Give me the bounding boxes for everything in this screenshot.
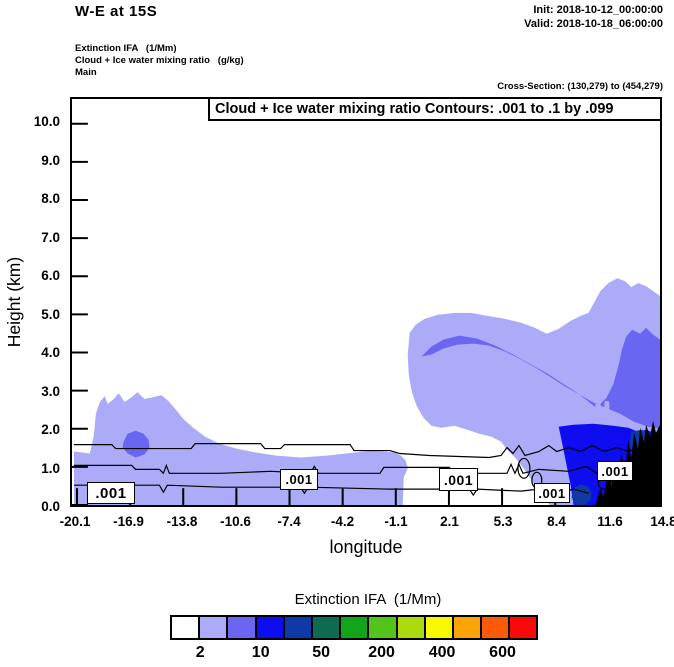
x-tick-label: 2.1 bbox=[440, 514, 459, 529]
cloud-blob-med-west bbox=[122, 430, 150, 458]
colorbar-cell bbox=[451, 615, 483, 640]
x-tick-label: 11.6 bbox=[597, 514, 623, 529]
cloud-hole-light-1 bbox=[595, 402, 601, 415]
colorbar-cell bbox=[282, 615, 313, 640]
field-extinction: Extinction IFA (1/Mm) bbox=[75, 43, 177, 54]
x-tick-label: -4.2 bbox=[330, 514, 355, 529]
init-time: Init: 2018-10-12_00:00:00 bbox=[533, 4, 663, 16]
axis-ticks bbox=[72, 122, 610, 505]
y-tick-label: 9.0 bbox=[41, 152, 60, 168]
y-tick-label: 8.0 bbox=[41, 191, 60, 206]
colorbar bbox=[170, 615, 539, 640]
x-tick-label: -10.6 bbox=[220, 514, 251, 529]
y-tick-label: 0.0 bbox=[41, 499, 60, 514]
y-tick-label: 6.0 bbox=[41, 268, 60, 283]
page-title: W-E at 15S bbox=[75, 3, 158, 20]
x-tick-label: -20.1 bbox=[59, 514, 91, 529]
colorbar-tick-label: 2 bbox=[195, 644, 205, 661]
contour-label: .001 bbox=[87, 482, 135, 504]
colorbar-cell bbox=[198, 615, 229, 640]
colorbar-cell bbox=[423, 615, 454, 640]
x-tick-label: -1.1 bbox=[384, 514, 408, 529]
colorbar-tick-label: 600 bbox=[489, 644, 516, 661]
x-tick-label: 14.8 bbox=[650, 514, 674, 529]
colorbar-cell bbox=[395, 615, 426, 640]
colorbar-cell bbox=[310, 615, 342, 640]
contour-label: .001 bbox=[280, 469, 318, 490]
y-tick-label: 10.0 bbox=[33, 114, 60, 129]
cloud-hole-light-2 bbox=[604, 401, 610, 413]
colorbar-cell bbox=[480, 615, 511, 640]
valid-time: Valid: 2018-10-18_06:00:00 bbox=[524, 18, 663, 31]
field-list: Extinction IFA (1/Mm) Cloud + Ice water … bbox=[75, 43, 244, 79]
colorbar-cell bbox=[226, 615, 257, 640]
y-tick-label: 3.0 bbox=[41, 383, 60, 399]
x-tick-label: -16.9 bbox=[113, 514, 144, 529]
colorbar-cell bbox=[170, 615, 201, 640]
y-tick-label: 1.0 bbox=[41, 460, 60, 476]
contour-label: .001 bbox=[534, 483, 570, 503]
colorbar-cell bbox=[367, 615, 398, 640]
y-tick-label: 4.0 bbox=[41, 345, 60, 360]
contour-line-1 bbox=[73, 443, 659, 459]
y-tick-label: 7.0 bbox=[41, 229, 60, 245]
contour-loop-1 bbox=[517, 457, 531, 479]
colorbar-cell bbox=[254, 615, 285, 640]
y-tick-label: 2.0 bbox=[41, 422, 60, 437]
colorbar-tick-label: 10 bbox=[251, 644, 270, 661]
colorbar-cell bbox=[339, 615, 370, 640]
cloud-band-med-east bbox=[421, 327, 660, 429]
x-tick-label: -13.8 bbox=[166, 514, 198, 529]
plot-area: Cloud + Ice water mixing ratio Contours:… bbox=[70, 97, 662, 507]
cross-section-coords: Cross-Section: (130,279) to (454,279) bbox=[497, 81, 663, 92]
y-tick-label: 5.0 bbox=[41, 306, 60, 322]
cloud-region-light-west bbox=[73, 392, 408, 505]
colorbar-cell bbox=[508, 615, 539, 640]
colorbar-tick-label: 50 bbox=[312, 644, 331, 661]
contour-label: .001 bbox=[439, 468, 478, 491]
x-tick-label: 8.4 bbox=[547, 514, 566, 529]
colorbar-tick-label: 400 bbox=[428, 644, 456, 661]
field-mixing-ratio: Cloud + Ice water mixing ratio (g/kg) bbox=[75, 54, 244, 66]
x-tick-label: -7.4 bbox=[277, 514, 301, 529]
x-tick-label: 5.3 bbox=[493, 514, 513, 529]
x-axis-title: longitude bbox=[329, 537, 403, 557]
cross-section-plot bbox=[72, 122, 660, 505]
y-axis-title: Height (km) bbox=[4, 256, 24, 348]
colorbar-tick-label: 200 bbox=[368, 644, 395, 661]
colorbar-title: Extinction IFA (1/Mm) bbox=[294, 591, 442, 608]
contour-info-box: Cloud + Ice water mixing ratio Contours:… bbox=[208, 97, 662, 121]
run-times: Init: 2018-10-12_00:00:00 Valid: 2018-10… bbox=[524, 3, 663, 32]
contour-label: .001 bbox=[597, 461, 633, 481]
field-domain: Main bbox=[75, 66, 97, 78]
